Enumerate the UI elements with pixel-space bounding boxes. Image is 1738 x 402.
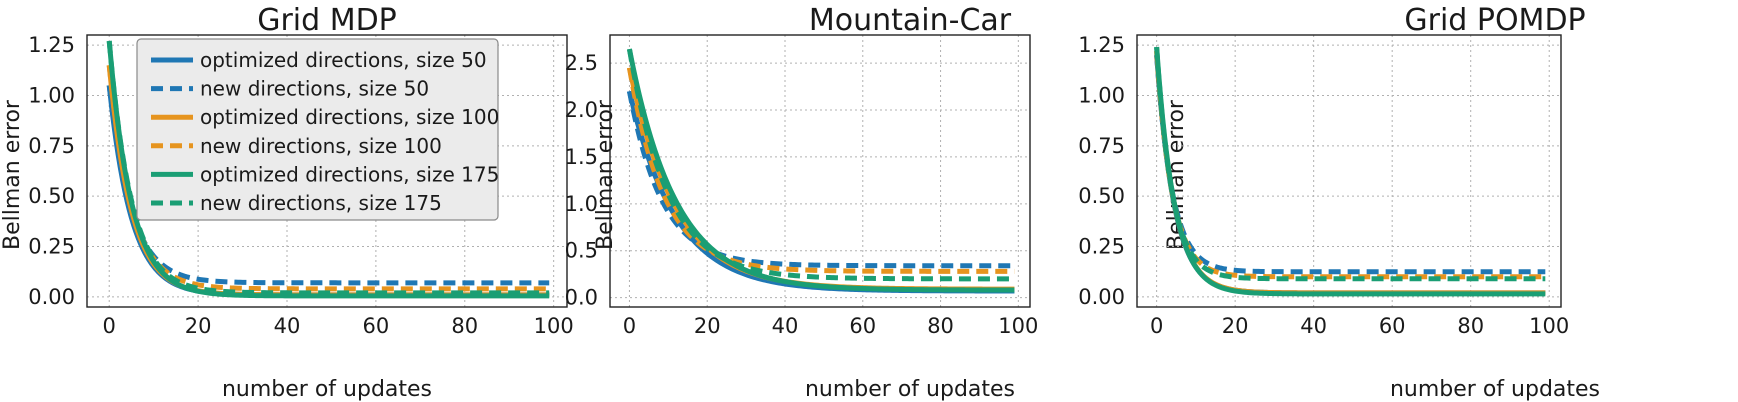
x-tick-label: 20 — [185, 314, 212, 338]
y-tick-label: 1.0 — [565, 192, 598, 216]
series-lines — [1154, 46, 1546, 297]
panel-grid-pomdp: Grid POMDP number of updates Bellman err… — [1078, 3, 1600, 402]
x-tick-label: 0 — [623, 314, 636, 338]
legend-box — [136, 38, 499, 221]
y-tick-label: 1.00 — [28, 83, 75, 107]
series-line — [626, 48, 1015, 293]
x-tick-label: 80 — [927, 314, 954, 338]
y-tick-label: 1.5 — [565, 145, 598, 169]
panel-title: Grid POMDP — [1404, 3, 1585, 38]
x-tick-label: 60 — [1379, 314, 1406, 338]
series-line — [1154, 50, 1546, 296]
y-tick-label: 0.5 — [565, 239, 598, 263]
x-tick-label: 0 — [103, 314, 116, 338]
y-tick-label: 0.00 — [28, 285, 75, 309]
plot-frame — [609, 34, 1031, 308]
series-line — [1154, 50, 1546, 280]
y-axis-label: Bellman error — [593, 99, 618, 250]
y-tick-label: 1.25 — [1078, 33, 1125, 57]
legend-label: optimized directions, size 175 — [200, 162, 499, 186]
legend-label: optimized directions, size 100 — [200, 105, 499, 129]
legend-label: new directions, size 50 — [200, 77, 429, 101]
x-tick-label: 80 — [1457, 314, 1484, 338]
series-line — [106, 40, 550, 299]
x-tick-label: 60 — [849, 314, 876, 338]
x-axis-label: number of updates — [222, 377, 432, 402]
x-tick-label: 40 — [1300, 314, 1327, 338]
y-tick-label: 0.25 — [1078, 235, 1125, 259]
series-line — [627, 90, 1015, 294]
x-tick-label: 40 — [274, 314, 301, 338]
x-axis-label: number of updates — [805, 377, 1015, 402]
gridlines — [610, 35, 1030, 307]
panel-mountain-car: Mountain-Car number of updates Bellman e… — [565, 3, 1039, 402]
series-lines — [106, 40, 550, 299]
series-line — [1154, 54, 1546, 275]
x-tick-label: 20 — [1222, 314, 1249, 338]
series-line — [106, 64, 550, 292]
x-tick-label: 20 — [694, 314, 721, 338]
x-tick-label: 0 — [1150, 314, 1163, 338]
y-axis-label: Bellman error — [0, 99, 25, 250]
series-line — [626, 48, 1015, 282]
x-axis-label: number of updates — [1390, 377, 1600, 402]
y-tick-label: 2.0 — [565, 98, 598, 122]
y-tick-label: 0.75 — [28, 134, 75, 158]
y-tick-label: 0.0 — [565, 286, 598, 310]
y-tick-label: 0.50 — [1078, 184, 1125, 208]
series-line — [106, 85, 550, 286]
panel-title: Grid MDP — [257, 3, 397, 38]
x-tick-label: 100 — [998, 314, 1038, 338]
legend-label: new directions, size 100 — [200, 134, 442, 158]
x-tick-label: 80 — [451, 314, 478, 338]
plot-frame — [86, 34, 568, 308]
y-tick-label: 0.25 — [28, 235, 75, 259]
series-line — [1154, 46, 1546, 282]
series-line — [626, 67, 1015, 292]
y-tick-label: 0.00 — [1078, 285, 1125, 309]
panel-title: Mountain-Car — [809, 3, 1012, 38]
gridlines — [1137, 35, 1561, 307]
series-line — [626, 90, 1015, 269]
series-line — [626, 67, 1015, 274]
y-tick-label: 1.00 — [1078, 83, 1125, 107]
series-line — [1154, 54, 1546, 296]
x-tick-label: 100 — [1529, 314, 1569, 338]
x-tick-label: 100 — [534, 314, 574, 338]
series-line — [106, 40, 550, 296]
y-tick-label: 2.5 — [565, 51, 598, 75]
x-tick-label: 60 — [363, 314, 390, 338]
series-lines — [626, 48, 1015, 294]
x-tick-label: 40 — [772, 314, 799, 338]
legend-label: new directions, size 175 — [200, 191, 442, 215]
plot-frame — [1136, 34, 1562, 308]
y-tick-label: 0.75 — [1078, 134, 1125, 158]
y-tick-label: 0.50 — [28, 184, 75, 208]
series-line — [1154, 46, 1546, 297]
y-tick-label: 1.25 — [28, 33, 75, 57]
legend: optimized directions, size 50 new directi… — [136, 38, 499, 221]
legend-label: optimized directions, size 50 — [200, 48, 487, 72]
